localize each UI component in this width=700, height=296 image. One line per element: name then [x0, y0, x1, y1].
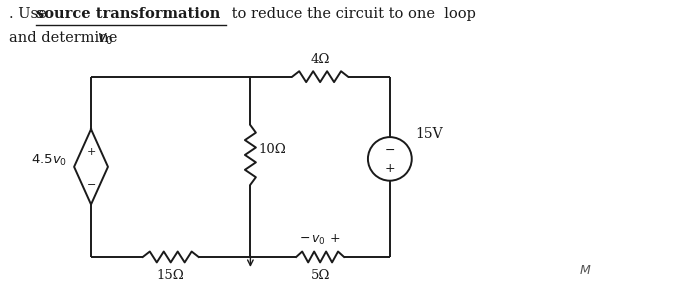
- Text: $+$: $+$: [384, 162, 395, 175]
- Text: . Use: . Use: [9, 7, 52, 21]
- Text: 10Ω: 10Ω: [258, 144, 286, 157]
- Text: $4.5v_0$: $4.5v_0$: [31, 153, 67, 168]
- Text: 5Ω: 5Ω: [310, 269, 330, 282]
- Text: $-$: $-$: [384, 143, 395, 156]
- Text: 4Ω: 4Ω: [310, 53, 330, 66]
- Text: and determine: and determine: [9, 31, 122, 45]
- Text: $-$: $-$: [86, 178, 96, 188]
- Text: 15V: 15V: [416, 127, 443, 141]
- Text: to reduce the circuit to one  loop: to reduce the circuit to one loop: [228, 7, 477, 21]
- Text: $+$: $+$: [86, 146, 96, 157]
- Text: 15Ω: 15Ω: [157, 269, 185, 282]
- Text: $v_0$: $v_0$: [97, 31, 113, 47]
- Text: $M$: $M$: [579, 264, 592, 277]
- Text: source transformation: source transformation: [36, 7, 220, 21]
- Text: $- \, v_0 \, +$: $- \, v_0 \, +$: [300, 233, 341, 247]
